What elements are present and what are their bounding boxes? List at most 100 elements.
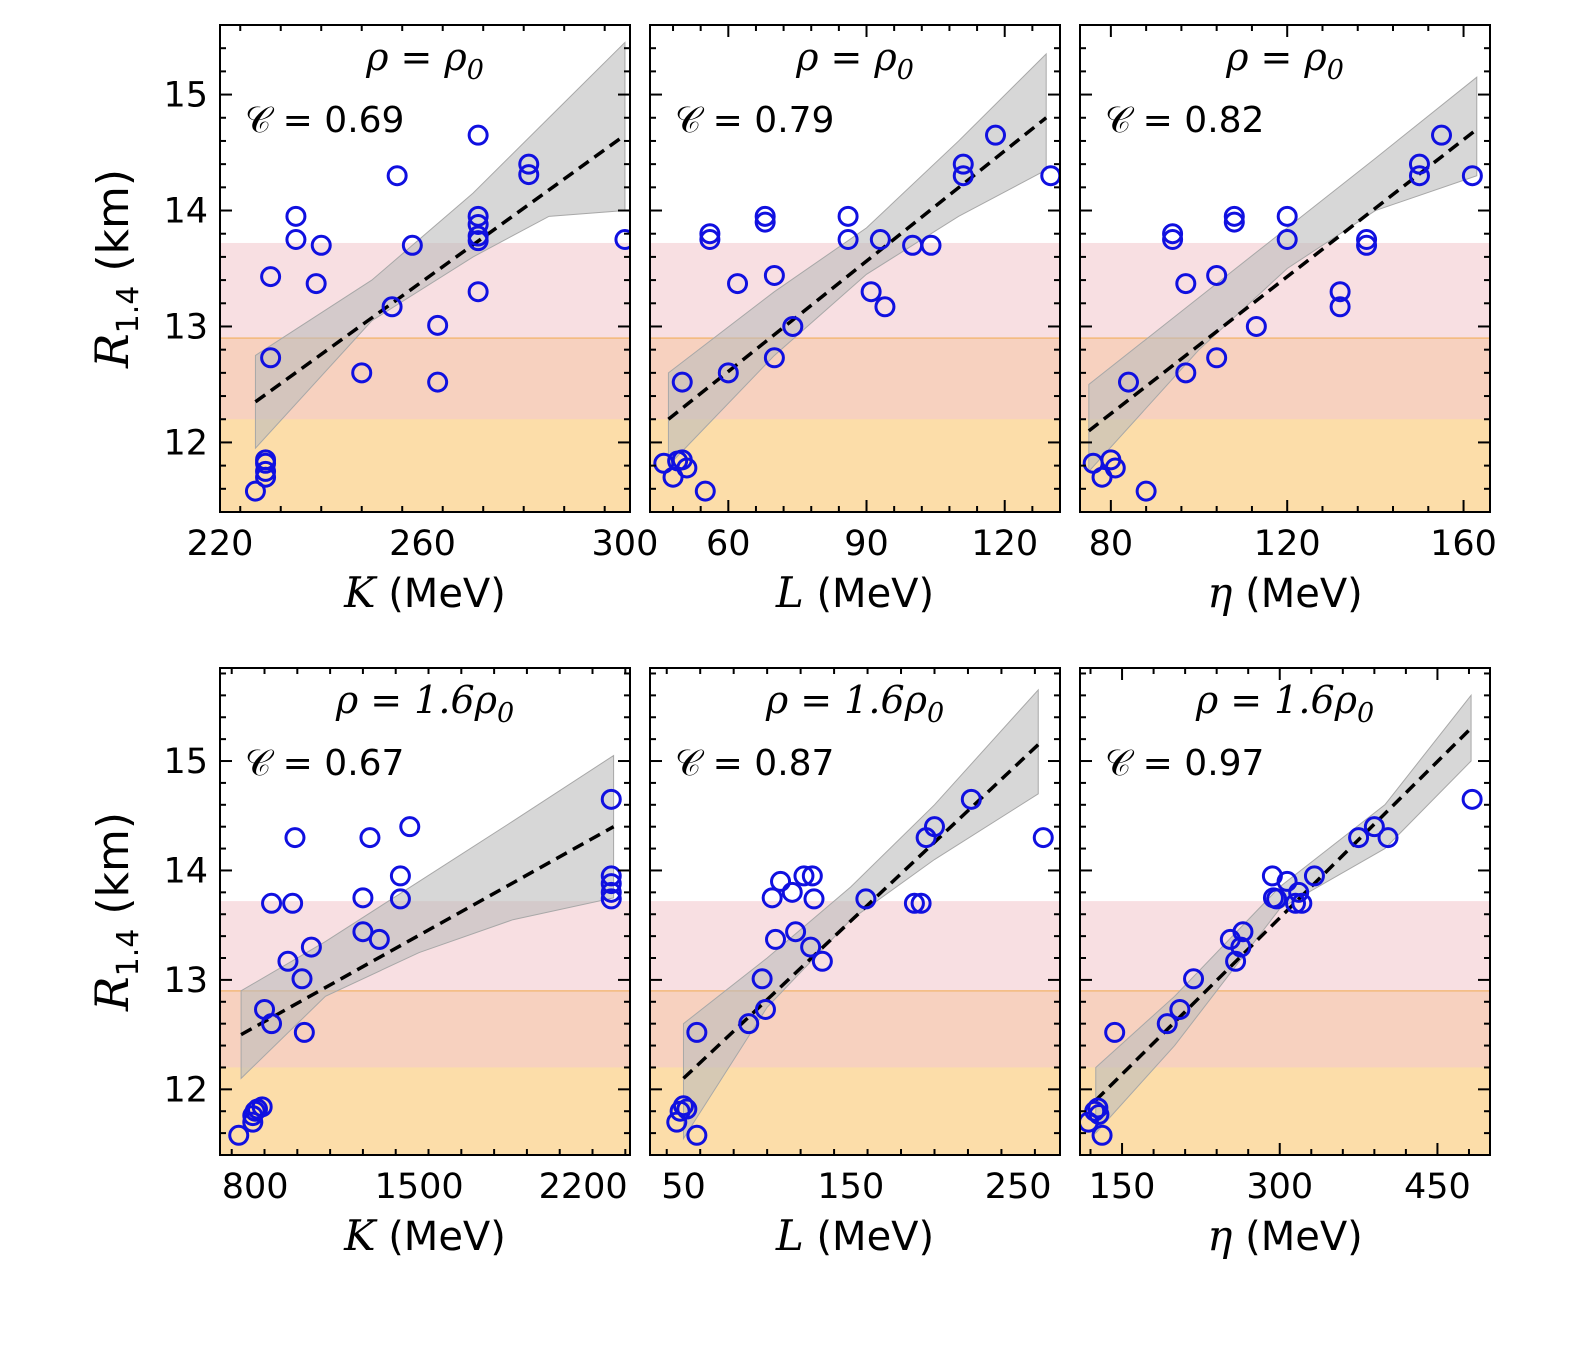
plot-area xyxy=(1080,693,1490,1155)
data-point xyxy=(300,936,322,958)
x-tick-label: 220 xyxy=(187,524,254,564)
data-point xyxy=(467,281,489,303)
data-point xyxy=(800,936,822,958)
data-point xyxy=(1104,457,1126,479)
data-point xyxy=(860,281,882,303)
y-tick-label: 12 xyxy=(163,1070,208,1110)
data-point xyxy=(1408,165,1430,187)
data-point xyxy=(1223,205,1245,227)
x-axis-label: L (MeV) xyxy=(775,568,934,617)
data-point xyxy=(260,347,282,369)
x-axis-label: K (MeV) xyxy=(343,568,506,617)
x-tick-label: 450 xyxy=(1404,1167,1471,1207)
data-point xyxy=(255,460,277,482)
data-point xyxy=(1356,229,1378,251)
data-point xyxy=(1363,816,1385,838)
data-point xyxy=(781,881,803,903)
x-tick-label: 120 xyxy=(971,524,1038,564)
tick-marks xyxy=(1080,24,1490,513)
data-point xyxy=(782,315,804,337)
data-point xyxy=(277,950,299,972)
correlation-annotation: 𝒞 = 0.87 xyxy=(675,743,834,784)
data-point xyxy=(811,950,833,972)
data-point xyxy=(291,968,313,990)
data-point xyxy=(261,1013,283,1035)
x-axis-label: η (MeV) xyxy=(1207,568,1363,617)
data-point xyxy=(242,1111,264,1133)
data-point xyxy=(1091,1124,1113,1146)
data-point xyxy=(738,1013,760,1035)
x-tick-label: 90 xyxy=(844,524,889,564)
y-tick-label: 15 xyxy=(163,742,208,782)
x-tick-label: 250 xyxy=(985,1167,1052,1207)
data-point xyxy=(284,827,306,849)
data-point xyxy=(923,816,945,838)
y-tick-label: 14 xyxy=(163,851,208,891)
density-annotation: ρ = ρ0 xyxy=(1225,35,1344,86)
data-point xyxy=(228,1124,250,1146)
data-point xyxy=(1266,888,1288,910)
data-point xyxy=(793,865,815,887)
tick-marks xyxy=(650,668,1060,1156)
data-point xyxy=(600,788,622,810)
data-point xyxy=(255,466,277,488)
data-point xyxy=(600,881,622,903)
data-point xyxy=(754,211,776,233)
data-point xyxy=(1175,273,1197,295)
data-point xyxy=(285,205,307,227)
axes-frame xyxy=(1079,24,1491,513)
data-point xyxy=(1225,950,1247,972)
data-point xyxy=(1183,968,1205,990)
data-point xyxy=(803,888,825,910)
x-axis-label: L (MeV) xyxy=(775,1211,934,1260)
correlation-annotation: 𝒞 = 0.69 xyxy=(245,100,404,141)
fit-line xyxy=(667,116,1048,421)
correlation-annotation: 𝒞 = 0.79 xyxy=(675,100,834,141)
data-point xyxy=(952,153,974,175)
x-tick-label: 300 xyxy=(1246,1167,1313,1207)
panel-top-middle: 60 90 120 L (MeV) ρ = ρ0 𝒞 = 0.79 xyxy=(649,24,1061,617)
density-annotation: ρ = 1.6ρ0 xyxy=(335,678,514,729)
panel-bottom-right: 150 300 450 η (MeV) ρ = 1.6ρ0 𝒞 = 0.97 xyxy=(1079,667,1491,1260)
x-tick-label: 120 xyxy=(1254,524,1321,564)
data-point xyxy=(869,229,891,251)
data-point xyxy=(251,1096,273,1118)
data-point xyxy=(1356,234,1378,256)
data-point xyxy=(399,816,421,838)
confidence-band xyxy=(682,688,1039,1141)
plot-area xyxy=(650,688,1060,1155)
data-point xyxy=(699,223,721,245)
data-point xyxy=(751,968,773,990)
data-point xyxy=(352,921,374,943)
confidence-band xyxy=(240,754,615,1080)
data-point xyxy=(837,229,859,251)
data-point xyxy=(855,888,877,910)
data-point xyxy=(1156,1013,1178,1035)
data-point xyxy=(985,124,1007,146)
plot-area xyxy=(1080,76,1490,512)
correlation-annotation: 𝒞 = 0.67 xyxy=(245,743,404,784)
tick-marks xyxy=(220,24,630,513)
density-annotation: ρ = 1.6ρ0 xyxy=(1195,678,1374,729)
data-point xyxy=(1329,281,1351,303)
data-point xyxy=(381,296,403,318)
x-tick-label: 2200 xyxy=(539,1167,628,1207)
data-point xyxy=(255,452,277,474)
data-point xyxy=(467,205,489,227)
data-point xyxy=(467,124,489,146)
data-point xyxy=(351,362,373,384)
y-axis-label: R1.4 (km) xyxy=(85,812,146,1012)
data-point xyxy=(676,1098,698,1120)
data-point xyxy=(614,229,630,251)
data-point xyxy=(1245,315,1267,337)
x-tick-label: 300 xyxy=(592,524,659,564)
x-axis-label: η (MeV) xyxy=(1207,1211,1363,1260)
data-point xyxy=(386,165,408,187)
data-point xyxy=(1288,881,1310,903)
data-point xyxy=(244,480,266,502)
data-point xyxy=(686,1021,708,1043)
data-point xyxy=(427,371,449,393)
data-point xyxy=(1303,865,1325,887)
data-point xyxy=(1276,870,1298,892)
data-point xyxy=(763,264,785,286)
